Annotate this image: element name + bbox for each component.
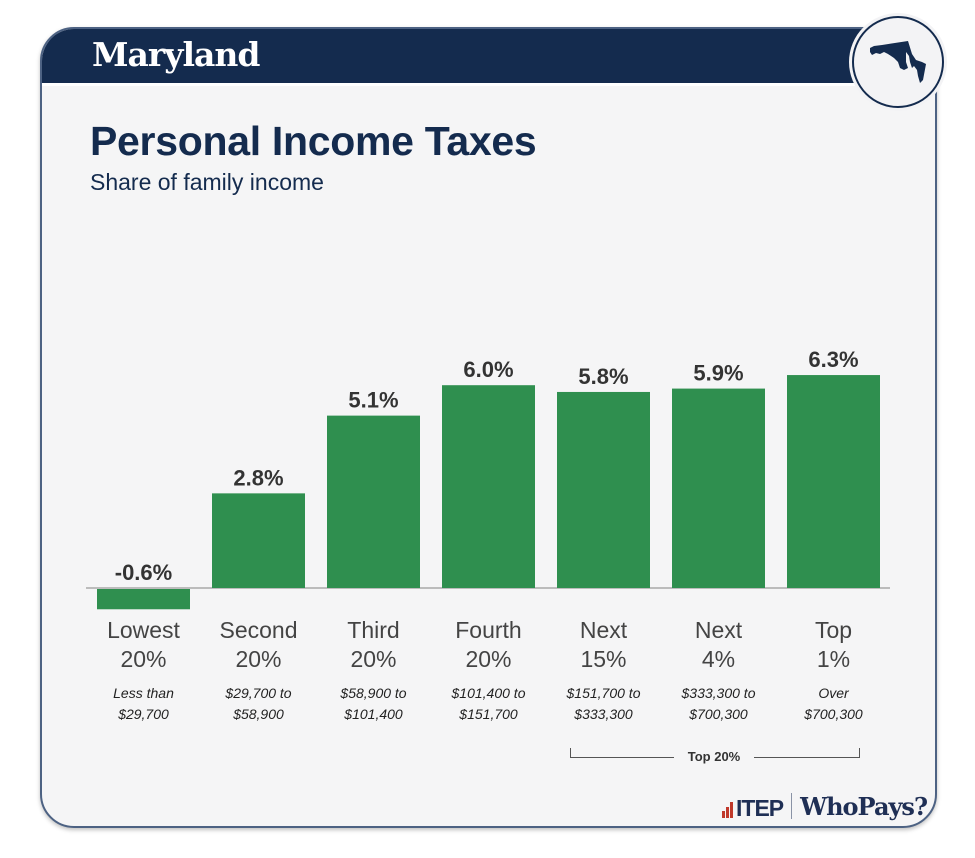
income-range-line: $151,700 to xyxy=(566,685,641,701)
category-label-line: 1% xyxy=(816,646,851,672)
category-label-line: Lowest xyxy=(107,617,180,643)
income-range-label: $151,700 to $333,300 xyxy=(539,683,669,725)
category-label-line: 15% xyxy=(580,646,627,672)
category-label-line: Next xyxy=(579,617,628,643)
itep-bars-icon xyxy=(722,800,734,818)
income-range-line: Over xyxy=(818,685,849,701)
category-label-line: 20% xyxy=(235,646,282,672)
income-range-line: $333,300 xyxy=(574,706,633,722)
bar-value-label: 6.0% xyxy=(463,357,513,382)
bar-value-label: 6.3% xyxy=(808,347,858,372)
header-band: Maryland xyxy=(42,29,935,86)
footer-logos: ITEP WhoPays? xyxy=(722,790,928,822)
income-range-line: $700,300 xyxy=(804,706,863,722)
income-range-line: $58,900 xyxy=(233,706,284,722)
income-range-line: $101,400 xyxy=(344,706,403,722)
income-range-line: Less than xyxy=(113,685,174,701)
income-range-label: $58,900 to $101,400 xyxy=(309,683,439,725)
income-range-line: $29,700 xyxy=(118,706,169,722)
state-name: Maryland xyxy=(92,35,260,74)
income-range-line: $700,300 xyxy=(689,706,748,722)
category-label-line: 20% xyxy=(350,646,397,672)
income-range-line: $29,700 to xyxy=(225,685,292,701)
itep-logo: ITEP xyxy=(722,794,784,821)
category-label-line: Next xyxy=(694,617,743,643)
category-label-line: Second xyxy=(219,617,298,643)
category-label-line: 20% xyxy=(465,646,512,672)
logo-divider xyxy=(791,793,793,819)
category-label: Top 1% xyxy=(769,616,899,674)
bar xyxy=(787,375,880,588)
bar xyxy=(212,493,305,588)
income-range-line: $151,700 xyxy=(459,706,518,722)
bar-value-label: 5.8% xyxy=(578,364,628,389)
category-label: Lowest 20% xyxy=(79,616,209,674)
income-range-label: Over $700,300 xyxy=(769,683,899,725)
bar xyxy=(442,385,535,588)
chart-title: Personal Income Taxes xyxy=(90,118,537,164)
category-label: Fourth 20% xyxy=(424,616,554,674)
category-label-line: Third xyxy=(347,617,400,643)
whopays-logo: WhoPays? xyxy=(800,791,928,821)
bar-value-label: 5.9% xyxy=(693,361,743,386)
income-range-line: $101,400 to xyxy=(451,685,526,701)
category-label-line: Top xyxy=(814,617,853,643)
category-label-line: Fourth xyxy=(455,617,522,643)
bar xyxy=(327,415,420,588)
income-range-label: Less than $29,700 xyxy=(79,683,209,725)
bar xyxy=(557,391,650,588)
maryland-map-icon xyxy=(870,41,926,83)
bar xyxy=(672,388,765,588)
chart-subtitle: Share of family income xyxy=(90,169,324,195)
income-range-line: $58,900 to xyxy=(340,685,407,701)
category-label: Next 4% xyxy=(654,616,784,674)
category-label: Next 15% xyxy=(539,616,669,674)
category-label-line: 20% xyxy=(120,646,167,672)
income-range-label: $29,700 to $58,900 xyxy=(194,683,324,725)
state-badge xyxy=(852,16,944,108)
itep-logo-text: ITEP xyxy=(736,795,784,821)
category-label: Third 20% xyxy=(309,616,439,674)
income-range-label: $333,300 to $700,300 xyxy=(654,683,784,725)
income-range-line: $333,300 to xyxy=(681,685,756,701)
bar-value-label: -0.6% xyxy=(115,560,172,585)
bar-value-label: 2.8% xyxy=(233,465,283,490)
bar-value-label: 5.1% xyxy=(348,388,398,413)
bar xyxy=(97,589,190,610)
category-label: Second 20% xyxy=(194,616,324,674)
income-range-label: $101,400 to $151,700 xyxy=(424,683,554,725)
category-label-line: 4% xyxy=(701,646,736,672)
top-20-label: Top 20% xyxy=(674,749,754,764)
